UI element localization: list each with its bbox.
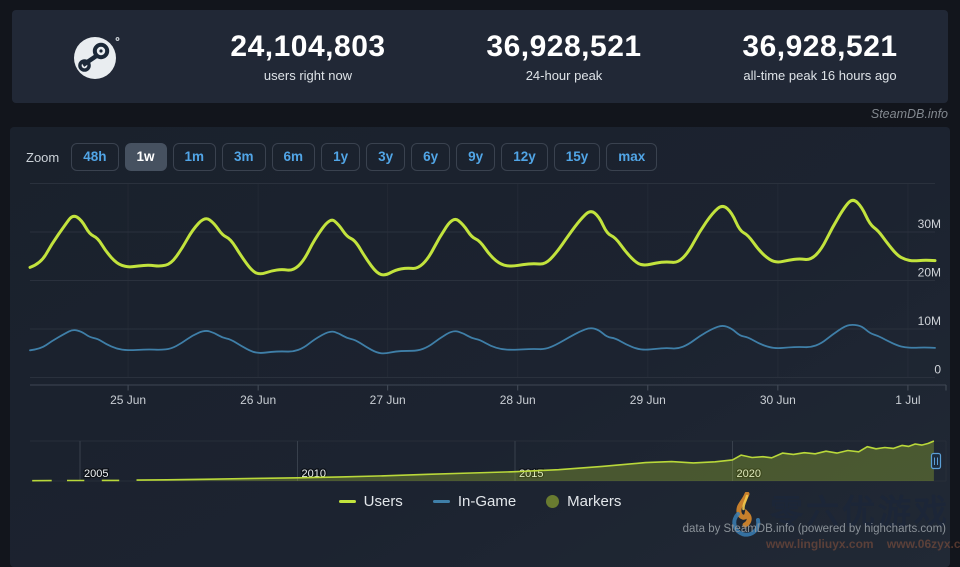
legend-label: Users [363,493,403,510]
stat-label: users right now [263,68,353,83]
svg-text:20M: 20M [918,266,941,280]
in-game-line-marker [432,500,450,503]
zoom-button-3y[interactable]: 3y [366,143,406,171]
concurrent-users-chart[interactable]: 25 Jun 26 Jun 27 Jun 28 Jun 29 Jun 30 Jun 1 Ju… [10,127,950,567]
legend-item-in-game[interactable]: In-Game [432,493,517,510]
stat-users-right-now: 24,104,803 users right now [180,30,436,83]
markers-dot-marker [546,495,560,508]
steam-stats-card: 24,104,803 users right now 36,928,521 24… [12,10,948,103]
stat-24-hour-peak: 36,928,521 24-hour peak [436,30,692,83]
svg-text:0: 0 [934,363,941,377]
svg-text:10M: 10M [918,314,941,328]
zoom-button-max[interactable]: max [606,143,658,171]
chart-legend: Users In-Game Markers [10,493,950,510]
watermark-flame-icon [732,492,761,537]
zoom-button-3m[interactable]: 3m [222,143,266,171]
zoom-button-15y[interactable]: 15y [553,143,601,171]
zoom-button-48h[interactable]: 48h [71,143,119,171]
legend-item-users[interactable]: Users [338,493,403,510]
svg-text:27 Jun: 27 Jun [370,393,406,407]
zoom-button-1y[interactable]: 1y [321,143,361,171]
zoom-button-1m[interactable]: 1m [172,143,217,171]
stat-label: 24-hour peak [525,68,603,83]
watermark-urls: www.lingliuyx.com www.06zyx.com [766,537,960,551]
stat-value: 24,104,803 [230,30,386,63]
svg-text:25 Jun: 25 Jun [110,393,146,407]
steamdb-brand: SteamDB.info [870,107,948,121]
legend-item-markers[interactable]: Markers [546,493,621,510]
steam-logo-icon [74,36,120,79]
site-watermark: 零六优游戏 [724,492,950,542]
zoom-button-12y[interactable]: 12y [501,143,548,171]
zoom-label: Zoom [26,149,60,165]
svg-text:29 Jun: 29 Jun [630,393,666,407]
svg-text:2005: 2005 [84,468,108,480]
zoom-button-6m[interactable]: 6m [271,143,316,171]
zoom-button-6y[interactable]: 6y [411,143,451,171]
legend-label: In-Game [457,493,517,510]
stat-value: 36,928,521 [742,30,898,63]
watermark-text: 零六优游戏 [770,493,950,530]
svg-text:1 Jul: 1 Jul [895,393,920,407]
steam-logo-wrap [12,32,180,82]
stat-value: 36,928,521 [486,30,642,63]
svg-text:26 Jun: 26 Jun [240,393,276,407]
stat-all-time-peak: 36,928,521 all-time peak 16 hours ago [692,30,948,83]
navigator-handle[interactable] [930,452,942,470]
chart-panel: Zoom 48h 1w 1m 3m 6m 1y 3y 6y 9y 12y 15y… [10,127,950,567]
users-line-marker [338,500,356,503]
chart-credits: data by SteamDB.info (powered by highcha… [682,523,946,535]
svg-text:2020: 2020 [737,468,761,480]
svg-text:30M: 30M [918,217,941,231]
svg-text:28 Jun: 28 Jun [500,393,536,407]
legend-label: Markers [567,493,622,510]
svg-text:30 Jun: 30 Jun [760,393,796,407]
zoom-toolbar: Zoom 48h 1w 1m 3m 6m 1y 3y 6y 9y 12y 15y… [26,143,658,171]
stat-label: all-time peak 16 hours ago [743,68,897,83]
zoom-button-9y[interactable]: 9y [456,143,496,171]
zoom-button-1w[interactable]: 1w [124,143,167,171]
